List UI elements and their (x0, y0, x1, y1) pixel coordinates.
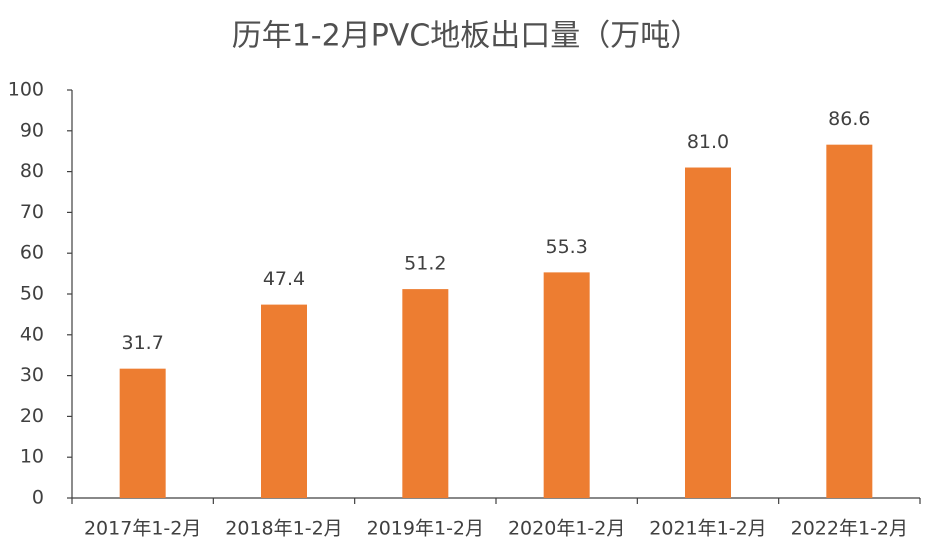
x-tick-label: 2018年1-2月 (225, 518, 342, 540)
y-tick-label: 90 (20, 119, 44, 141)
value-label: 55.3 (546, 236, 588, 258)
y-tick-label: 80 (20, 160, 44, 182)
x-tick-label: 2017年1-2月 (84, 518, 201, 540)
y-tick-label: 60 (20, 242, 44, 264)
y-tick-label: 70 (20, 201, 44, 223)
bar (402, 289, 449, 498)
y-tick-label: 10 (20, 446, 44, 468)
x-tick-label: 2020年1-2月 (508, 518, 625, 540)
x-tick-label: 2022年1-2月 (791, 518, 908, 540)
bar (826, 144, 873, 498)
y-tick-label: 50 (20, 283, 44, 305)
chart-title: 历年1-2月PVC地板出口量（万吨） (232, 19, 701, 54)
bar (685, 167, 731, 498)
y-tick-label: 30 (20, 364, 44, 386)
value-label: 31.7 (122, 332, 164, 354)
y-tick-label: 0 (32, 487, 44, 509)
x-tick-label: 2019年1-2月 (367, 518, 484, 540)
value-label: 81.0 (687, 131, 729, 153)
value-label: 51.2 (404, 253, 446, 275)
value-label: 47.4 (263, 268, 305, 290)
bar (119, 368, 166, 498)
y-tick-label: 100 (8, 79, 44, 101)
x-tick-label: 2021年1-2月 (649, 518, 766, 540)
bar (261, 304, 307, 498)
value-label: 86.6 (828, 108, 870, 130)
y-tick-label: 20 (20, 405, 44, 427)
y-tick-label: 40 (20, 323, 44, 345)
bar (543, 272, 590, 498)
